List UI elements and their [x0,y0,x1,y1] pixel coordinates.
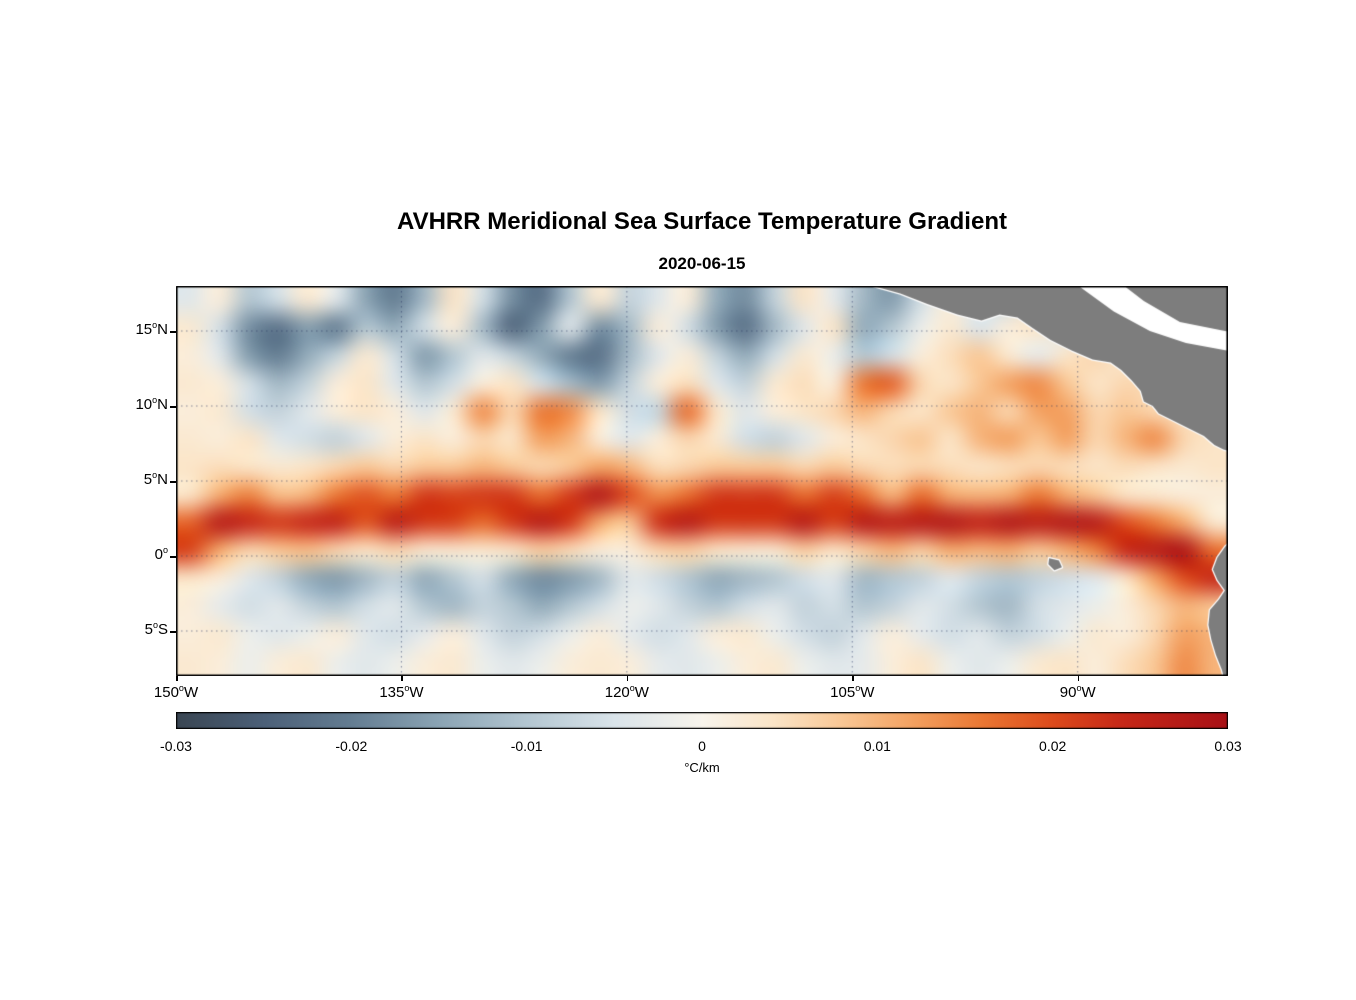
x-tick-label: 90oW [1059,683,1096,702]
degree-superscript: o [152,320,158,330]
colorbar-tick-label: 0.03 [1214,738,1242,754]
degree-superscript: o [152,395,158,405]
x-tick-label: 105oW [830,683,875,702]
y-tick-label: 0o [154,545,168,564]
x-tick-mark [401,676,403,681]
colorbar-tick-label: 0 [698,738,706,754]
colorbar-tick-label: 0.01 [863,738,891,754]
colorbar-tick-label: -0.03 [160,738,192,754]
degree-superscript: o [1076,683,1082,693]
degree-superscript: o [629,683,635,693]
x-tick-label: 135oW [379,683,424,702]
colorbar-tick-label: 0.02 [1039,738,1067,754]
degree-superscript: o [178,683,184,693]
colorbar-tick-label: -0.02 [335,738,368,754]
x-tick-label: 150oW [153,683,199,702]
y-tick-mark [170,331,176,333]
x-tick-label: 120oW [604,683,649,702]
colorbar-unit-label: °C/km [684,760,720,775]
y-tick-label: 15oN [135,320,168,339]
degree-superscript: o [152,620,158,630]
y-tick-mark [170,631,176,633]
x-tick-mark [176,676,178,681]
chart-date-subtitle: 2020-06-15 [658,254,746,273]
colorbar-tick-label: -0.01 [510,738,543,754]
y-tick-label: 10oN [135,395,168,414]
x-tick-mark [852,676,854,681]
chart-title: AVHRR Meridional Sea Surface Temperature… [397,208,1007,235]
y-tick-mark [170,406,176,408]
x-tick-mark [1077,676,1080,681]
heatmap-map-canvas [176,286,1228,676]
y-tick-mark [170,481,176,483]
y-tick-label: 5oS [144,620,168,639]
y-tick-label: 5oN [143,470,168,489]
y-tick-mark [170,556,176,558]
x-tick-mark [626,676,629,681]
degree-superscript: o [152,470,158,480]
degree-superscript: o [404,683,410,693]
degree-superscript: o [162,545,168,555]
degree-superscript: o [855,683,861,693]
colorbar-canvas [176,712,1228,729]
